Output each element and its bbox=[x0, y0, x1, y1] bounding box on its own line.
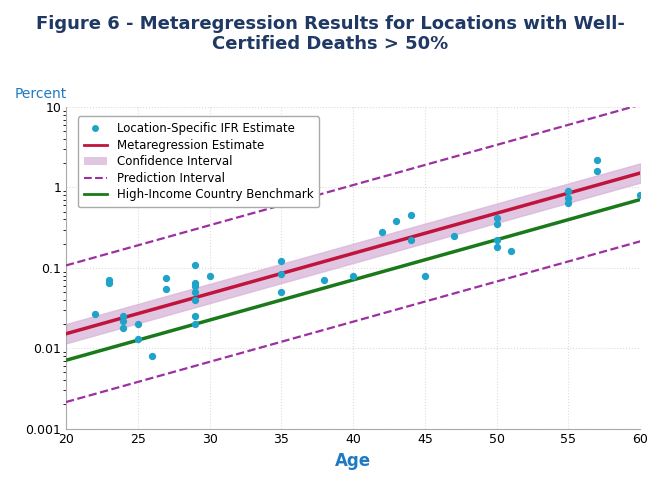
Point bbox=[161, 285, 172, 293]
Point bbox=[506, 247, 516, 255]
Text: Figure 6 - Metaregression Results for Locations with Well-
Certified Deaths > 50: Figure 6 - Metaregression Results for Lo… bbox=[36, 15, 624, 54]
Point bbox=[405, 211, 416, 219]
Point bbox=[190, 320, 201, 328]
Point bbox=[592, 167, 603, 175]
Point bbox=[348, 272, 358, 280]
Point bbox=[190, 282, 201, 290]
Point bbox=[563, 187, 574, 195]
Point bbox=[161, 274, 172, 282]
Point bbox=[118, 317, 129, 325]
Point bbox=[420, 272, 430, 280]
Point bbox=[276, 288, 286, 296]
Point bbox=[104, 277, 114, 284]
Point bbox=[276, 258, 286, 265]
Point bbox=[205, 272, 215, 280]
Point bbox=[190, 279, 201, 287]
Point bbox=[133, 335, 143, 343]
Point bbox=[592, 156, 603, 164]
Point bbox=[563, 194, 574, 202]
Point bbox=[491, 237, 502, 244]
Point bbox=[190, 296, 201, 304]
Point bbox=[376, 228, 387, 236]
Point bbox=[319, 277, 329, 284]
Point bbox=[491, 214, 502, 222]
X-axis label: Age: Age bbox=[335, 452, 371, 470]
Point bbox=[491, 220, 502, 228]
Point bbox=[104, 279, 114, 287]
Point bbox=[190, 312, 201, 320]
Point bbox=[190, 288, 201, 296]
Point bbox=[118, 324, 129, 332]
Point bbox=[405, 237, 416, 244]
Point bbox=[133, 320, 143, 328]
Point bbox=[448, 232, 459, 240]
Point bbox=[563, 199, 574, 206]
Point bbox=[276, 270, 286, 278]
Legend: Location-Specific IFR Estimate, Metaregression Estimate, Confidence Interval, Pr: Location-Specific IFR Estimate, Metaregr… bbox=[78, 116, 319, 207]
Point bbox=[635, 191, 645, 199]
Text: Percent: Percent bbox=[15, 87, 67, 101]
Point bbox=[391, 217, 401, 225]
Point bbox=[89, 310, 100, 318]
Point bbox=[190, 261, 201, 268]
Point bbox=[118, 312, 129, 320]
Point bbox=[491, 244, 502, 251]
Point bbox=[147, 352, 157, 360]
